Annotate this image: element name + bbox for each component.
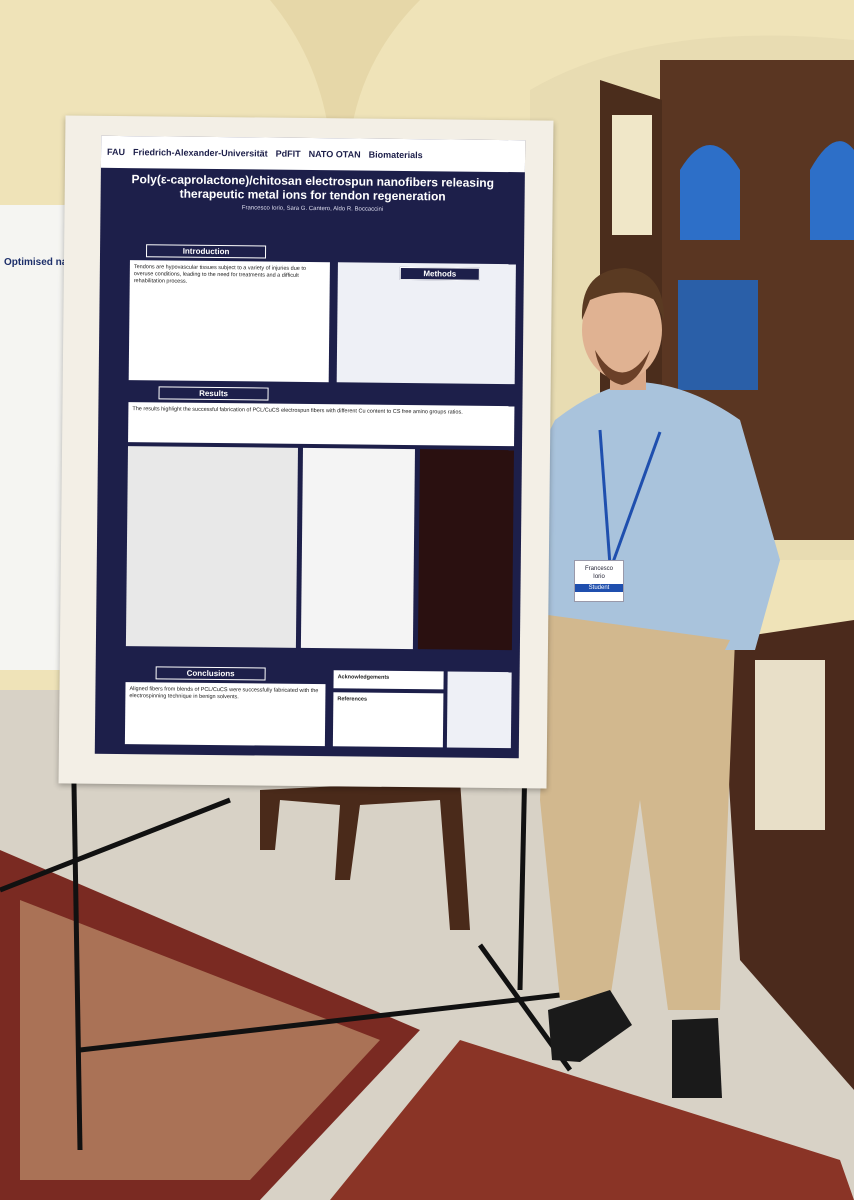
name-badge: Francesco Iorio Student: [574, 560, 624, 602]
lanyard: [610, 431, 662, 566]
door-glass: [680, 145, 740, 240]
badge-role: Student: [575, 584, 623, 592]
contact-box: [446, 671, 512, 749]
poster-title: Poly(ε-caprolactone)/chitosan electrospu…: [131, 172, 495, 204]
face: [582, 280, 662, 380]
shoe: [672, 1018, 722, 1098]
references: References: [332, 692, 444, 748]
section-heading: Methods: [399, 266, 480, 281]
acknowledgements: Acknowledgements: [333, 670, 444, 690]
intro-text: Tendons are hypovascular tissues subject…: [128, 260, 330, 383]
section-heading: Conclusions: [155, 666, 266, 681]
logo: PdFIT: [275, 148, 301, 159]
results-chart: [300, 447, 415, 650]
microscopy-figure: [417, 449, 514, 651]
conclusions-text: Aligned fibers from blends of PCL/CuCS w…: [124, 682, 326, 747]
chair-legs: [260, 780, 470, 930]
carpet-pattern: [20, 900, 380, 1180]
section-heading: Results: [158, 386, 269, 401]
badge-surname: Iorio: [593, 574, 605, 580]
chair-cushion: [755, 660, 825, 830]
side-poster: Optimised na: [0, 205, 68, 670]
hair: [581, 268, 665, 320]
beard: [595, 350, 650, 385]
door-glass: [810, 141, 854, 240]
arch: [270, 0, 420, 140]
door-glass: [678, 280, 758, 390]
badge-name: Francesco: [584, 566, 613, 572]
side-poster-title: Optimised na: [4, 257, 68, 268]
window-pane: [612, 115, 652, 235]
section-heading: Introduction: [145, 244, 267, 259]
poster-authors: Francesco Iorio, Sara G. Cantero, Aldo R…: [241, 205, 384, 213]
shoe: [548, 990, 632, 1062]
results-text: The results highlight the successful fab…: [128, 402, 515, 447]
results-figure: [125, 446, 298, 648]
logo: Biomaterials: [368, 149, 423, 161]
poster: FAU Friedrich-Alexander-Universität PdFI…: [94, 135, 526, 759]
carpet: [330, 1040, 854, 1200]
methods-box: [336, 262, 516, 385]
logo: FAU: [107, 146, 126, 158]
logo-bar: FAU Friedrich-Alexander-Universität PdFI…: [100, 135, 526, 173]
logo: NATO OTAN: [308, 148, 361, 160]
trousers: [540, 610, 735, 1010]
lanyard: [598, 429, 612, 566]
logo: Friedrich-Alexander-Universität: [133, 147, 268, 159]
